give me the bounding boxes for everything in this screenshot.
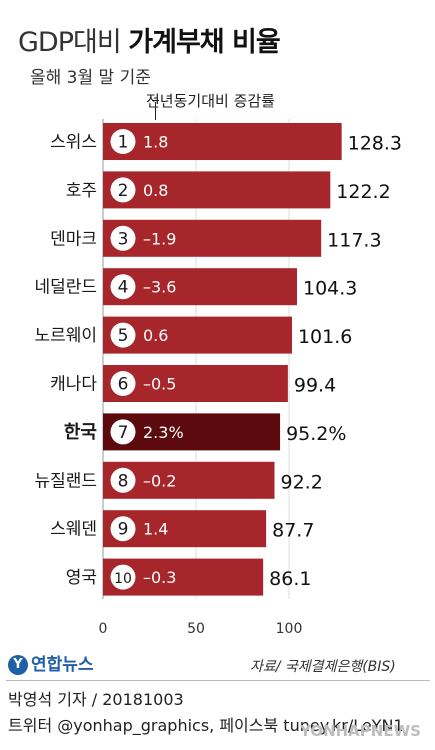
credit-line-1: 박영석 기자 / 20181003 [8, 690, 184, 709]
title-bold: 가계부채 비율 [128, 27, 280, 58]
subtitle: 올해 3월 말 기준 [30, 68, 151, 88]
value-label: 99.4 [294, 375, 336, 397]
credit-line-2: 트위터 @yonhap_graphics, 페이스북 tuney.kr/LeYN… [8, 716, 404, 735]
rank-number: 7 [118, 423, 129, 443]
category-label: 덴마크 [50, 229, 97, 249]
x-tick-label: 50 [187, 621, 205, 637]
category-label: 스위스 [50, 133, 97, 153]
value-label: 87.7 [272, 520, 314, 542]
annotation-leader-line [155, 102, 156, 120]
rank-number: 8 [118, 471, 129, 491]
page-title: GDP대비 가계부채 비율 [18, 20, 281, 59]
rank-badge [110, 371, 136, 396]
category-label: 네덜란드 [34, 278, 97, 298]
value-label: 128.3 [348, 133, 402, 155]
rank-badge [110, 419, 136, 445]
rank-badge [110, 225, 136, 251]
value-label: 86.1 [269, 568, 311, 590]
change-label: –0.3 [143, 568, 176, 587]
rank-number: 9 [118, 520, 129, 540]
category-label: 노르웨이 [34, 326, 97, 346]
change-label: –0.2 [143, 471, 176, 490]
publisher-logo: Y 연합뉴스 [8, 650, 94, 675]
rank-number: 5 [118, 326, 129, 346]
value-label: 122.2 [336, 181, 390, 203]
change-label: –0.5 [143, 375, 176, 394]
value-label: 92.2 [280, 471, 322, 493]
value-label: 104.3 [303, 278, 357, 300]
value-label: 95.2% [286, 423, 346, 445]
watermark: YONHAPNEWS [300, 722, 421, 740]
rank-badge [110, 129, 136, 154]
category-label: 영국 [66, 568, 97, 588]
rank-badge [110, 516, 136, 542]
source-note: 자료/ 국제결제은행(BIS) [250, 659, 396, 675]
rank-number: 2 [118, 181, 129, 201]
bar [103, 219, 322, 257]
x-tick-label: 100 [276, 621, 303, 637]
category-label: 호주 [66, 181, 97, 201]
change-label: 2.3% [143, 423, 184, 442]
rank-badge [110, 564, 136, 590]
category-label: 스웨덴 [50, 520, 97, 540]
change-label: –3.6 [143, 278, 176, 297]
category-label: 뉴질랜드 [34, 471, 97, 491]
rank-number: 10 [114, 571, 132, 587]
change-label: 1.4 [143, 520, 168, 539]
x-tick-label: 0 [99, 621, 108, 637]
category-label: 캐나다 [50, 375, 97, 395]
change-annotation: 전년동기대비 증감률 [146, 92, 275, 110]
logo-text: 연합뉴스 [31, 655, 94, 675]
bar [103, 171, 331, 209]
logo-icon: Y [8, 655, 28, 675]
rank-badge [110, 467, 136, 493]
change-label: 1.8 [143, 133, 168, 152]
change-label: 0.6 [143, 326, 168, 345]
rank-badge [110, 177, 136, 203]
bar-chart: 0 50 100 스위스 1 1.8 128.3 호주 2 0.8 122.2 덴마크 3 –1.9 117… [34, 119, 402, 637]
rank-number: 4 [118, 278, 129, 298]
title-light: GDP대비 [18, 27, 122, 58]
rank-badge [110, 322, 136, 348]
rank-badge [110, 274, 136, 300]
value-label: 117.3 [327, 229, 381, 251]
bar [103, 123, 342, 160]
footer-divider [6, 680, 430, 681]
rank-number: 3 [118, 229, 129, 249]
change-label: 0.8 [143, 181, 168, 200]
value-label: 101.6 [298, 326, 352, 348]
rank-number: 6 [118, 375, 129, 395]
change-label: –1.9 [143, 229, 176, 248]
annotation-tick [152, 100, 159, 101]
category-label: 한국 [64, 422, 97, 443]
rank-number: 1 [118, 133, 129, 153]
